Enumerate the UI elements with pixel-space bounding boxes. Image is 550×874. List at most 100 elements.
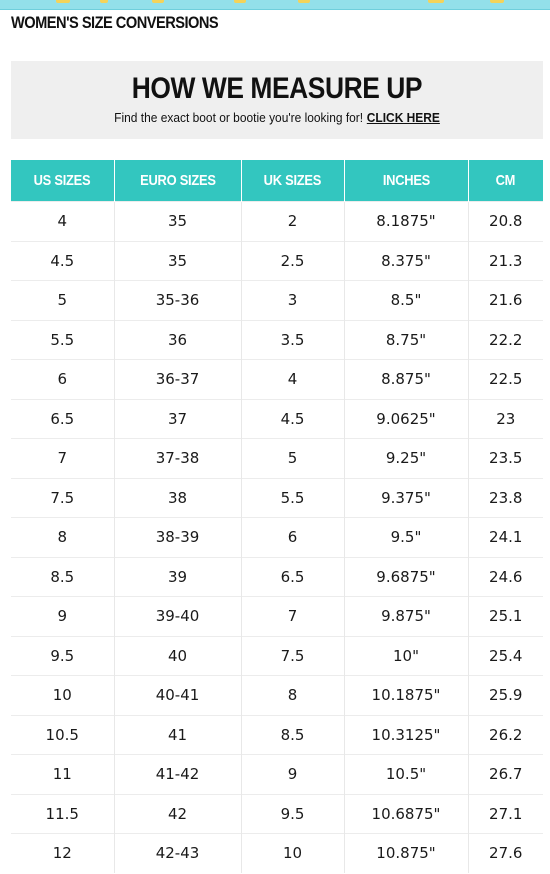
column-header-cm: CM: [467, 160, 543, 202]
euro-size-cell: 38-39: [113, 517, 241, 557]
uk-size-cell: 6.5: [240, 556, 344, 597]
column-header-label: UK SIZES: [263, 172, 322, 189]
table-row: 6 36-37 4 8.875" 22.5: [11, 359, 543, 399]
us-size-cell: 9: [11, 596, 114, 636]
top-banner-strip: [0, 0, 550, 10]
cm-cell: 23.5: [467, 438, 543, 478]
banner-decoration: [428, 0, 444, 3]
table-row: 8.5 39 6.5 9.6875" 24.6: [11, 556, 543, 597]
euro-size-cell: 36-37: [113, 359, 241, 399]
cm-cell: 24.1: [467, 517, 543, 557]
uk-size-cell: 5.5: [240, 477, 344, 518]
inches-cell: 10": [343, 635, 468, 676]
inches-cell: 10.3125": [343, 714, 468, 755]
table-row: 7.5 38 5.5 9.375" 23.8: [11, 477, 543, 518]
euro-size-cell: 36: [113, 319, 241, 360]
cm-cell: 25.1: [467, 596, 543, 636]
uk-size-cell: 10: [240, 833, 344, 873]
euro-size-cell: 37-38: [113, 438, 241, 478]
table-row: 9 39-40 7 9.875" 25.1: [11, 596, 543, 636]
click-here-link[interactable]: CLICK HERE: [366, 110, 440, 125]
us-size-cell: 10.5: [11, 714, 114, 755]
promo-subtitle-line: Find the exact boot or bootie you're loo…: [114, 110, 440, 126]
uk-size-cell: 9.5: [240, 793, 344, 834]
table-row: 10.5 41 8.5 10.3125" 26.2: [11, 714, 543, 755]
inches-cell: 9.6875": [343, 556, 468, 597]
euro-size-cell: 40: [113, 635, 241, 676]
banner-decoration: [56, 0, 70, 3]
column-header-label: CM: [495, 172, 516, 189]
banner-decoration: [152, 0, 164, 3]
promo-subtitle: Find the exact boot or bootie you're loo…: [11, 110, 543, 126]
inches-cell: 10.6875": [343, 793, 468, 834]
uk-size-cell: 6: [240, 517, 344, 557]
uk-size-cell: 5: [240, 438, 344, 478]
us-size-cell: 4.5: [11, 240, 114, 281]
column-header-uk-sizes: UK SIZES: [240, 160, 344, 202]
us-size-cell: 4: [11, 201, 114, 241]
cm-cell: 26.7: [467, 754, 543, 794]
table-row: 7 37-38 5 9.25" 23.5: [11, 438, 543, 478]
column-header-inches: INCHES: [343, 160, 468, 202]
us-size-cell: 9.5: [11, 635, 114, 676]
table-header-row: US SIZES EURO SIZES UK SIZES INCHES CM: [11, 160, 543, 202]
table-row: 8 38-39 6 9.5" 24.1: [11, 517, 543, 557]
euro-size-cell: 35-36: [113, 280, 241, 320]
us-size-cell: 6.5: [11, 398, 114, 439]
table-row: 11.5 42 9.5 10.6875" 27.1: [11, 793, 543, 834]
cm-cell: 22.5: [467, 359, 543, 399]
cm-cell: 25.4: [467, 635, 543, 676]
banner-decoration: [298, 0, 310, 3]
inches-cell: 9.0625": [343, 398, 468, 439]
inches-cell: 10.1875": [343, 675, 468, 715]
uk-size-cell: 4: [240, 359, 344, 399]
uk-size-cell: 3: [240, 280, 344, 320]
promo-subtitle-text: Find the exact boot or bootie you're loo…: [114, 110, 364, 125]
euro-size-cell: 37: [113, 398, 241, 439]
euro-size-cell: 39-40: [113, 596, 241, 636]
table-row: 4.5 35 2.5 8.375" 21.3: [11, 240, 543, 281]
cm-cell: 23: [467, 398, 543, 439]
banner-decoration: [490, 0, 504, 3]
inches-cell: 8.5": [343, 280, 468, 320]
us-size-cell: 6: [11, 359, 114, 399]
table-row: 5.5 36 3.5 8.75" 22.2: [11, 319, 543, 360]
inches-cell: 9.875": [343, 596, 468, 636]
euro-size-cell: 35: [113, 240, 241, 281]
cm-cell: 21.6: [467, 280, 543, 320]
us-size-cell: 7: [11, 438, 114, 478]
us-size-cell: 8: [11, 517, 114, 557]
us-size-cell: 11.5: [11, 793, 114, 834]
uk-size-cell: 2.5: [240, 240, 344, 281]
cm-cell: 23.8: [467, 477, 543, 518]
column-header-label: EURO SIZES: [139, 172, 216, 189]
us-size-cell: 12: [11, 833, 114, 873]
us-size-cell: 8.5: [11, 556, 114, 597]
inches-cell: 8.875": [343, 359, 468, 399]
cm-cell: 20.8: [467, 201, 543, 241]
uk-size-cell: 8: [240, 675, 344, 715]
promo-title: HOW WE MEASURE UP: [11, 73, 543, 105]
cm-cell: 27.6: [467, 833, 543, 873]
inches-cell: 9.25": [343, 438, 468, 478]
inches-cell: 9.5": [343, 517, 468, 557]
column-header-euro-sizes: EURO SIZES: [113, 160, 241, 202]
table-row: 5 35-36 3 8.5" 21.6: [11, 280, 543, 320]
uk-size-cell: 8.5: [240, 714, 344, 755]
inches-cell: 8.75": [343, 319, 468, 360]
us-size-cell: 10: [11, 675, 114, 715]
inches-cell: 10.875": [343, 833, 468, 873]
banner-decoration: [100, 0, 108, 3]
inches-cell: 8.375": [343, 240, 468, 281]
inches-cell: 9.375": [343, 477, 468, 518]
size-conversion-table: US SIZES EURO SIZES UK SIZES INCHES CM 4…: [11, 160, 543, 873]
cm-cell: 24.6: [467, 556, 543, 597]
us-size-cell: 11: [11, 754, 114, 794]
measure-promo-box: HOW WE MEASURE UP Find the exact boot or…: [11, 61, 543, 139]
euro-size-cell: 40-41: [113, 675, 241, 715]
column-header-label: INCHES: [382, 172, 430, 189]
uk-size-cell: 2: [240, 201, 344, 241]
inches-cell: 10.5": [343, 754, 468, 794]
uk-size-cell: 7.5: [240, 635, 344, 676]
euro-size-cell: 42: [113, 793, 241, 834]
